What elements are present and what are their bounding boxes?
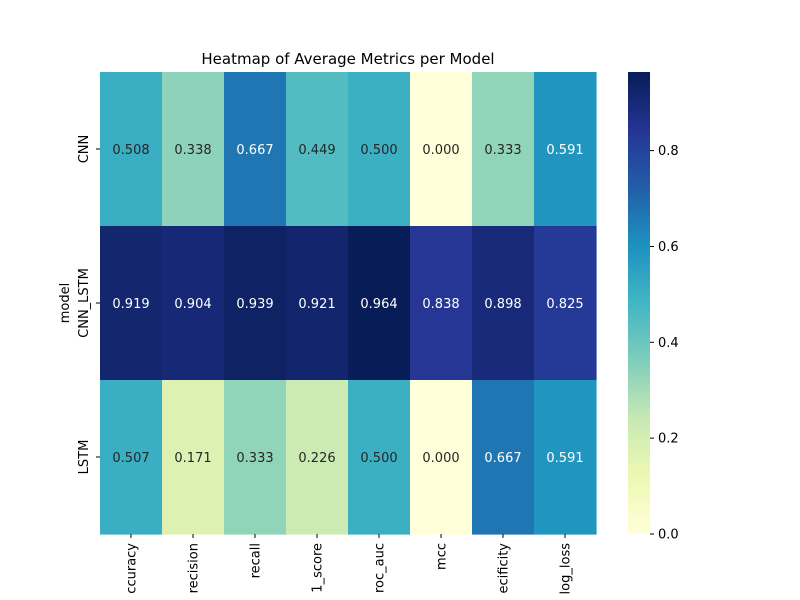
heatmap-cell [286, 72, 349, 227]
cell-value-label: 0.338 [174, 143, 211, 158]
colorbar-tick-label: 0.6 [658, 240, 679, 255]
heatmap-cell [224, 72, 287, 227]
cell-value-label: 0.964 [360, 297, 397, 312]
x-tick-label: 1_score [311, 543, 326, 593]
heatmap-cell [100, 380, 163, 535]
heatmap-cell [286, 226, 349, 381]
colorbar [628, 72, 650, 534]
x-tick-label: mcc [435, 543, 450, 570]
y-tick-label: CNN [77, 135, 92, 164]
cell-value-label: 0.921 [298, 297, 335, 312]
cell-value-label: 0.500 [360, 451, 397, 466]
cell-labels: 0.508 0.338 0.667 0.449 0.500 0.000 0.333 0.591… [112, 143, 583, 466]
cell-value-label: 0.508 [112, 143, 149, 158]
heatmap-cell [472, 380, 535, 535]
heatmap-cell [286, 380, 349, 535]
colorbar-tick-label: 0.0 [658, 528, 679, 543]
x-tick-label: roc_auc [373, 543, 388, 593]
cell-value-label: 0.667 [484, 451, 521, 466]
heatmap-cell [410, 226, 473, 381]
heatmap-cell [534, 226, 597, 381]
heatmap-cell [348, 72, 411, 227]
cell-value-label: 0.000 [422, 143, 459, 158]
x-tick-label: recision [187, 543, 202, 593]
cell-value-label: 0.591 [546, 451, 583, 466]
heatmap-cell [472, 226, 535, 381]
cell-value-label: 0.226 [298, 451, 335, 466]
cell-value-label: 0.591 [546, 143, 583, 158]
colorbar-ticks: 0.0 0.2 0.4 0.6 0.8 [650, 144, 679, 543]
chart-title: Heatmap of Average Metrics per Model [201, 50, 494, 68]
cell-value-label: 0.500 [360, 143, 397, 158]
x-tick-label: log_loss [559, 543, 574, 595]
cell-value-label: 0.919 [112, 297, 149, 312]
cell-value-label: 0.333 [484, 143, 521, 158]
heatmap-cell [162, 226, 225, 381]
heatmap-cell [534, 380, 597, 535]
y-axis-label: model [58, 283, 73, 323]
heatmap-cell [224, 380, 287, 535]
y-tick-label: CNN_LSTM [77, 268, 92, 338]
heatmap-cell [410, 380, 473, 535]
cell-value-label: 0.667 [236, 143, 273, 158]
y-axis-ticks: CNN CNN_LSTM LSTM [77, 135, 100, 475]
heatmap-cell [162, 72, 225, 227]
x-axis-ticks: ccuracy recision recall 1_score roc_auc mcc ec… [125, 534, 574, 594]
heatmap-cell [162, 380, 225, 535]
y-tick-label: LSTM [77, 440, 92, 475]
heatmap-cell [410, 72, 473, 227]
cell-value-label: 0.449 [298, 143, 335, 158]
heatmap-cell [100, 72, 163, 227]
cell-value-label: 0.904 [174, 297, 211, 312]
cell-value-label: 0.838 [422, 297, 459, 312]
cell-value-label: 0.333 [236, 451, 273, 466]
heatmap-cell [224, 226, 287, 381]
cell-value-label: 0.000 [422, 451, 459, 466]
cell-value-label: 0.171 [174, 451, 211, 466]
heatmap-cell [100, 226, 163, 381]
heatmap-cell [534, 72, 597, 227]
x-tick-label: recall [249, 543, 264, 578]
cell-value-label: 0.507 [112, 451, 149, 466]
cell-value-label: 0.939 [236, 297, 273, 312]
colorbar-tick-label: 0.8 [658, 144, 679, 159]
heatmap-cell [348, 380, 411, 535]
heatmap-cell [348, 226, 411, 381]
heatmap-cell [472, 72, 535, 227]
colorbar-tick-label: 0.2 [658, 432, 679, 447]
heatmap-cells [100, 72, 597, 535]
x-tick-label: ecificity [497, 543, 512, 594]
x-tick-label: ccuracy [125, 543, 140, 594]
colorbar-tick-label: 0.4 [658, 336, 679, 351]
cell-value-label: 0.825 [546, 297, 583, 312]
cell-value-label: 0.898 [484, 297, 521, 312]
